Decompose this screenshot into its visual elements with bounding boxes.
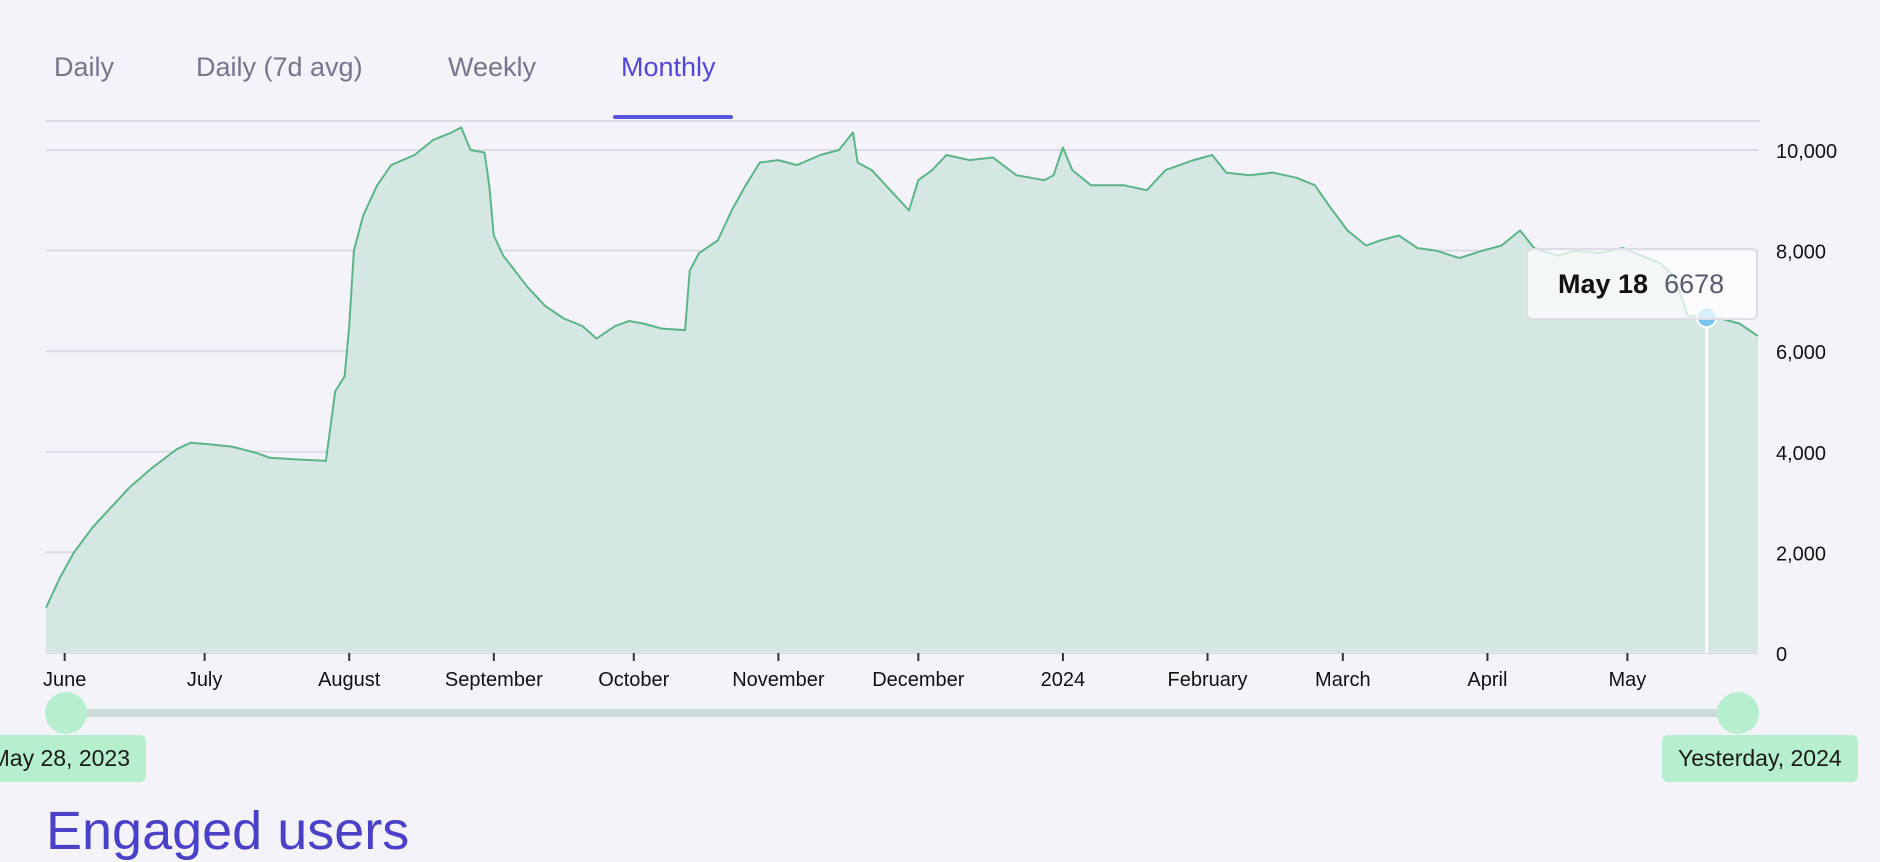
tooltip-value: 6678: [1664, 268, 1725, 299]
x-tick-label: December: [872, 669, 965, 691]
tab-daily[interactable]: Daily: [54, 52, 115, 82]
date-range-slider-track[interactable]: [66, 709, 1738, 717]
engaged-users-area-chart[interactable]: 0 2,000 4,000 6,000 8,000 10,000 June July Augu…: [0, 0, 1880, 836]
x-tick-label: November: [732, 669, 825, 691]
active-tab-indicator: [613, 115, 733, 119]
hover-tooltip: May 18 6678: [1526, 248, 1758, 320]
y-axis-ticks: 0 2,000 4,000 6,000 8,000 10,000: [1776, 141, 1837, 666]
series-line: [45, 126, 1759, 609]
y-tick-label: 6,000: [1776, 342, 1826, 364]
x-tick-label: 2024: [1041, 669, 1086, 691]
range-end-label: Yesterday, 2024: [1662, 735, 1858, 782]
section-title: Engaged users: [46, 801, 410, 861]
tab-weekly[interactable]: Weekly: [448, 52, 537, 82]
x-tick-label: May: [1608, 669, 1646, 691]
tab-monthly[interactable]: Monthly: [621, 52, 716, 82]
y-tick-label: 0: [1776, 644, 1787, 666]
y-tick-label: 10,000: [1776, 141, 1837, 163]
x-tick-label: September: [445, 669, 543, 691]
y-tick-label: 2,000: [1776, 543, 1826, 565]
tooltip-date: May 18: [1558, 268, 1649, 299]
range-end-handle[interactable]: [1717, 692, 1759, 734]
tabs-divider: [46, 120, 1760, 122]
y-tick-label: 8,000: [1776, 242, 1826, 264]
x-tick-label: April: [1467, 669, 1507, 691]
time-granularity-tabs: Daily Daily (7d avg) Weekly Monthly: [0, 0, 1880, 122]
x-tick-label: August: [318, 669, 381, 691]
series-area-fill: [46, 127, 1758, 653]
x-tick-label: June: [43, 669, 86, 691]
range-start-handle[interactable]: [45, 692, 87, 734]
x-tick-label: October: [598, 669, 669, 691]
x-tick-label: March: [1315, 669, 1371, 691]
tab-daily-7d-avg[interactable]: Daily (7d avg): [196, 52, 363, 82]
y-tick-label: 4,000: [1776, 443, 1826, 465]
x-tick-label: July: [187, 669, 223, 691]
x-axis-ticks: June July August September October November De…: [43, 653, 1646, 691]
range-start-label: May 28, 2023: [0, 735, 146, 782]
chart-area-layer: [45, 126, 1759, 653]
x-tick-label: February: [1168, 669, 1248, 691]
